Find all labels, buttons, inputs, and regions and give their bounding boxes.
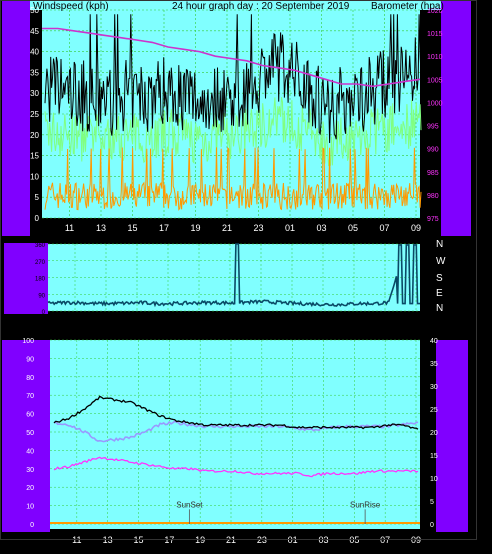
wind-y-tick-label: 35 — [30, 68, 39, 77]
wind-y-tick-label: 20 — [30, 131, 39, 140]
wind-x-tick-label: 07 — [379, 223, 389, 233]
direction-y-tick-label: 270 — [35, 260, 46, 266]
humidity-y-tick-label: 20 — [26, 485, 34, 492]
temperature-y-tick-label: 40 — [430, 338, 438, 345]
temperature-y-tick-label: 10 — [430, 476, 438, 483]
direction-y-tick-label: 0 — [42, 310, 46, 316]
wind-x-tick-label: 05 — [348, 223, 358, 233]
left-axis-band-top — [2, 0, 30, 236]
barometer-y-tick-label: 985 — [427, 170, 439, 177]
wind-x-tick-label: 11 — [65, 223, 74, 233]
humidity-y-tick-label: 70 — [26, 393, 34, 400]
barometer-y-tick-label: 1005 — [427, 77, 443, 84]
wind-x-tick-label: 09 — [411, 223, 421, 233]
humidity-y-tick-label: 80 — [26, 375, 34, 382]
windspeed-header: Windspeed (kph) — [33, 1, 109, 12]
wind-x-tick-label: 01 — [285, 223, 295, 233]
compass-s: S — [436, 273, 443, 284]
gust-series — [44, 14, 422, 144]
temperature-panel-footer — [50, 524, 420, 529]
wind-y-tick-label: 30 — [30, 89, 39, 98]
humidity-y-tick-label: 60 — [26, 412, 34, 419]
wind-x-tick-label: 19 — [190, 223, 200, 233]
barometer-y-tick-label: 995 — [427, 124, 439, 131]
compass-n-bottom: N — [436, 303, 444, 314]
barometer-series — [42, 27, 421, 88]
temperature-header: Temperature (°C) — [312, 321, 389, 332]
wind-y-tick-label: 25 — [30, 110, 39, 119]
wind-y-tick-label: 0 — [35, 214, 40, 223]
temperature-y-tick-label: 20 — [430, 430, 438, 437]
wind-y-tick-label: 45 — [30, 27, 39, 36]
humidity-y-tick-label: 40 — [26, 448, 34, 455]
temperature-y-tick-label: 0 — [430, 522, 434, 529]
humidity-y-tick-label: 10 — [26, 504, 34, 511]
barometer-y-tick-label: 1015 — [427, 31, 443, 38]
humidity-y-tick-label: 100 — [22, 338, 34, 345]
humidity-y-tick-label: 30 — [26, 467, 34, 474]
barometer-y-tick-label: 1020 — [427, 8, 443, 15]
wind-x-tick-label: 15 — [127, 223, 137, 233]
chart-title: 24 hour graph day : 20 September 2019 — [172, 1, 350, 12]
temperature-y-tick-label: 25 — [430, 407, 438, 414]
temperature-series — [53, 395, 419, 430]
wind-x-tick-label: 03 — [316, 223, 326, 233]
barometer-y-tick-label: 990 — [427, 147, 439, 154]
temperature-y-tick-label: 15 — [430, 453, 438, 460]
temperature-y-tick-label: 30 — [430, 384, 438, 391]
humidity-series — [53, 420, 419, 443]
barometer-y-tick-label: 980 — [427, 193, 439, 200]
barometer-y-tick-label: 975 — [427, 216, 439, 223]
left-axis-band-mid — [4, 243, 48, 314]
windspeed-series — [44, 97, 422, 167]
humidity-y-tick-label: 50 — [26, 430, 34, 437]
dewpoint-series — [53, 456, 419, 478]
direction-y-tick-label: 180 — [35, 277, 46, 283]
right-axis-band-bottom — [436, 340, 468, 532]
low-windspeed-series — [44, 146, 422, 211]
sunrise-label: SunRise — [350, 500, 381, 509]
direction-y-tick-label: 90 — [38, 293, 45, 299]
humidity-header: Humidity (%) — [67, 321, 125, 332]
compass-n-top: N — [436, 239, 444, 250]
dewpoint-header: Dew Point (°C) — [393, 321, 460, 332]
humidity-y-tick-label: 90 — [26, 356, 34, 363]
rainfall-header: Rainfall (mm) — [2, 321, 62, 332]
wind-x-tick-label: 21 — [222, 223, 232, 233]
outer-border — [0, 0, 477, 540]
barometer-header: Barometer (hpa) — [371, 1, 444, 12]
wind-y-tick-label: 50 — [30, 6, 39, 15]
temperature-y-tick-label: 5 — [430, 499, 434, 506]
wind-direction-series — [47, 243, 420, 308]
right-axis-band-top — [441, 0, 471, 236]
direction-y-tick-label: 360 — [35, 243, 46, 249]
humidity-y-tick-label: 0 — [30, 522, 34, 529]
header-band — [30, 0, 441, 10]
wind-y-tick-label: 40 — [30, 48, 39, 57]
barometer-y-tick-label: 1010 — [427, 54, 443, 61]
wind-y-tick-label: 10 — [30, 172, 39, 181]
barometer-y-tick-label: 1000 — [427, 100, 443, 107]
wind-x-tick-label: 13 — [96, 223, 106, 233]
wind-x-tick-label: 17 — [159, 223, 169, 233]
wind-y-tick-label: 5 — [35, 193, 40, 202]
wind-x-tick-label: 23 — [253, 223, 263, 233]
temperature-y-tick-label: 35 — [430, 361, 438, 368]
sunset-label: SunSet — [176, 500, 203, 509]
compass-e: E — [436, 288, 443, 299]
wind-y-tick-label: 15 — [30, 152, 39, 161]
left-axis-band-bottom — [2, 340, 50, 532]
compass-w: W — [436, 256, 446, 267]
